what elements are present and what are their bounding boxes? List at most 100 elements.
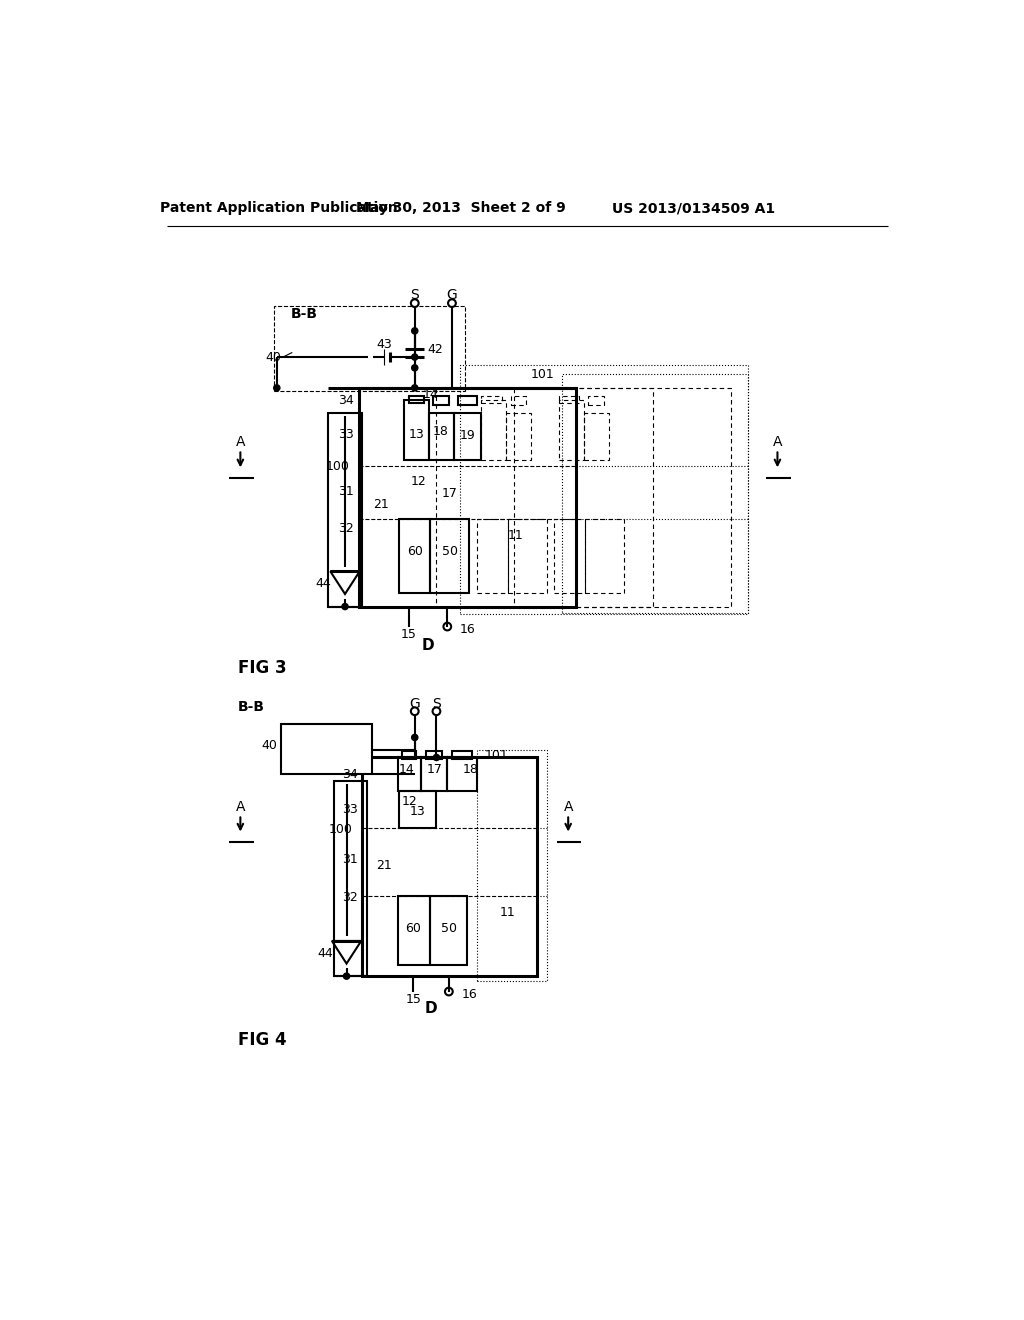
- Text: 32: 32: [342, 891, 357, 904]
- Text: FIG 3: FIG 3: [238, 659, 287, 677]
- Text: 13: 13: [409, 428, 424, 441]
- Bar: [403, 400, 429, 461]
- Text: FIG 4: FIG 4: [238, 1031, 287, 1049]
- Text: 21: 21: [373, 499, 388, 511]
- Bar: [436, 388, 653, 607]
- Text: A: A: [563, 800, 573, 813]
- Text: 12: 12: [411, 475, 427, 488]
- Text: 33: 33: [342, 803, 357, 816]
- Text: 42: 42: [427, 343, 443, 356]
- Text: 15: 15: [400, 628, 417, 640]
- Bar: [399, 792, 436, 829]
- Circle shape: [343, 973, 349, 979]
- Bar: [584, 412, 608, 461]
- Circle shape: [412, 364, 418, 371]
- Bar: [586, 519, 624, 594]
- Text: 60: 60: [406, 921, 421, 935]
- Bar: [433, 396, 449, 405]
- Bar: [328, 413, 362, 607]
- Text: 50: 50: [441, 921, 457, 935]
- Bar: [397, 896, 430, 965]
- Circle shape: [412, 327, 418, 334]
- Circle shape: [412, 734, 418, 741]
- Bar: [477, 519, 508, 594]
- Text: S: S: [432, 697, 440, 710]
- Text: 17: 17: [441, 487, 458, 500]
- Text: 44: 44: [315, 577, 331, 590]
- Bar: [421, 758, 447, 792]
- Bar: [430, 896, 467, 965]
- Text: 18: 18: [433, 425, 450, 438]
- Text: A: A: [773, 434, 782, 449]
- Text: 60: 60: [407, 545, 423, 557]
- Text: Patent Application Publication: Patent Application Publication: [160, 202, 398, 215]
- Bar: [589, 396, 604, 405]
- Bar: [481, 396, 502, 404]
- Bar: [554, 519, 586, 594]
- Bar: [362, 758, 538, 977]
- Bar: [477, 750, 547, 981]
- Text: 44: 44: [317, 946, 334, 960]
- Bar: [430, 519, 469, 594]
- Text: 40: 40: [265, 351, 282, 363]
- Text: 16: 16: [460, 623, 475, 636]
- Text: 32: 32: [339, 521, 354, 535]
- Text: 15: 15: [406, 993, 421, 1006]
- Text: D: D: [422, 638, 434, 652]
- Bar: [402, 751, 417, 759]
- Bar: [514, 388, 731, 607]
- Text: 31: 31: [342, 853, 357, 866]
- Bar: [447, 758, 477, 792]
- Text: B-B: B-B: [238, 700, 265, 714]
- Text: 34: 34: [339, 395, 354, 408]
- Text: 100: 100: [326, 459, 349, 473]
- Text: 101: 101: [484, 748, 508, 762]
- Bar: [397, 758, 421, 792]
- Bar: [452, 751, 472, 759]
- Bar: [481, 400, 506, 461]
- Circle shape: [412, 354, 418, 360]
- Text: May 30, 2013  Sheet 2 of 9: May 30, 2013 Sheet 2 of 9: [356, 202, 566, 215]
- Bar: [273, 306, 465, 391]
- Circle shape: [273, 385, 280, 391]
- Bar: [282, 725, 372, 775]
- Bar: [506, 412, 531, 461]
- Circle shape: [342, 603, 348, 610]
- Text: A: A: [236, 800, 245, 813]
- Text: 19: 19: [460, 429, 475, 442]
- Text: D: D: [425, 1001, 437, 1016]
- Text: 33: 33: [339, 428, 354, 441]
- Text: 17: 17: [426, 763, 442, 776]
- Bar: [454, 412, 481, 461]
- Bar: [426, 751, 442, 759]
- Bar: [458, 396, 477, 405]
- Text: A: A: [236, 434, 245, 449]
- Text: 40: 40: [261, 739, 276, 751]
- Text: 14: 14: [423, 388, 438, 400]
- Text: 21: 21: [376, 859, 391, 871]
- Text: 13: 13: [410, 805, 426, 818]
- Bar: [359, 388, 575, 607]
- Bar: [511, 396, 526, 405]
- Bar: [460, 364, 748, 614]
- Bar: [399, 519, 430, 594]
- Circle shape: [412, 385, 418, 391]
- Bar: [508, 519, 547, 594]
- Bar: [334, 780, 367, 977]
- Text: 50: 50: [441, 545, 458, 557]
- Text: 14: 14: [399, 763, 415, 776]
- Text: 16: 16: [461, 989, 477, 1001]
- Text: 31: 31: [339, 484, 354, 498]
- Circle shape: [433, 755, 439, 760]
- Bar: [429, 412, 454, 461]
- Text: 11: 11: [500, 907, 516, 920]
- Text: 100: 100: [329, 824, 352, 837]
- Bar: [559, 396, 579, 404]
- Text: G: G: [410, 697, 420, 710]
- Bar: [562, 374, 748, 612]
- Bar: [559, 400, 584, 461]
- Text: G: G: [446, 289, 458, 302]
- Bar: [409, 396, 424, 404]
- Text: 34: 34: [342, 768, 357, 781]
- Text: 43: 43: [376, 338, 392, 351]
